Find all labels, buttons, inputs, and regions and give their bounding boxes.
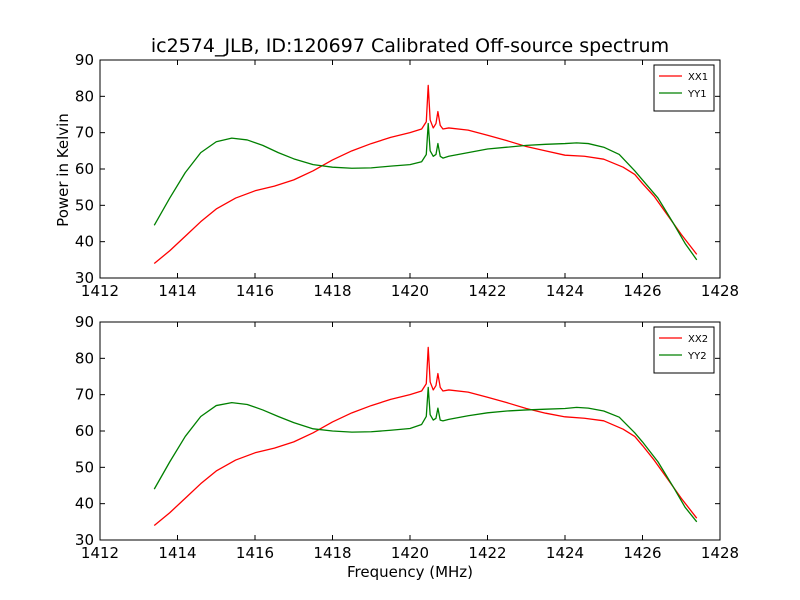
- x-tick-label: 1418: [313, 282, 351, 300]
- x-tick-label: 1412: [81, 282, 119, 300]
- legend-box: [653, 326, 715, 374]
- series-line-xx1: [153, 84, 698, 264]
- x-tick-label: 1424: [546, 544, 584, 562]
- x-tick-label: 1426: [623, 282, 661, 300]
- x-tick-label: 1416: [236, 282, 274, 300]
- y-axis-label: Power in Kelvin: [54, 113, 72, 227]
- series-line-xx2: [153, 346, 698, 526]
- legend-label-yy2: YY2: [687, 351, 707, 362]
- y-tick-label: 30: [75, 269, 94, 287]
- y-tick-label: 70: [75, 386, 94, 404]
- x-tick-label: 1418: [313, 544, 351, 562]
- y-tick-label: 90: [75, 51, 94, 69]
- x-tick-label: 1428: [701, 282, 739, 300]
- y-tick-label: 60: [75, 160, 94, 178]
- x-tick-label: 1416: [236, 544, 274, 562]
- figure-title: ic2574_JLB, ID:120697 Calibrated Off-sou…: [151, 35, 669, 57]
- y-tick-label: 40: [75, 495, 94, 513]
- legend-label-xx1: XX1: [688, 72, 708, 83]
- series-line-yy2: [153, 386, 698, 523]
- x-tick-label: 1426: [623, 544, 661, 562]
- y-tick-label: 30: [75, 531, 94, 549]
- axes-frame: [99, 59, 721, 279]
- x-tick-label: 1420: [391, 544, 429, 562]
- y-tick-label: 50: [75, 196, 94, 214]
- x-tick-label: 1420: [391, 282, 429, 300]
- y-tick-label: 50: [75, 458, 94, 476]
- top-panel: 1412 1414 1416 1418 1420 1422 1424 1426 1428 30 40…: [75, 51, 739, 300]
- y-tick-label: 80: [75, 87, 94, 105]
- x-tick-label: 1422: [468, 544, 506, 562]
- x-axis-label: Frequency (MHz): [347, 563, 473, 581]
- y-tick-label: 70: [75, 124, 94, 142]
- y-tick-label: 80: [75, 349, 94, 367]
- legend-label-xx2: XX2: [688, 334, 708, 345]
- x-tick-label: 1414: [158, 544, 196, 562]
- y-tick-label: 40: [75, 233, 94, 251]
- axes-frame: [99, 321, 721, 541]
- x-tick-label: 1414: [158, 282, 196, 300]
- y-tick-label: 90: [75, 313, 94, 331]
- x-tick-label: 1422: [468, 282, 506, 300]
- series-line-yy1: [153, 122, 698, 261]
- x-tick-label: 1428: [701, 544, 739, 562]
- bottom-panel: 1412 1414 1416 1418 1420 1422 1424 1426 1428 30 40…: [75, 313, 739, 562]
- x-tick-label: 1412: [81, 544, 119, 562]
- legend-label-yy1: YY1: [687, 89, 707, 100]
- y-tick-label: 60: [75, 422, 94, 440]
- legend-box: [653, 64, 715, 112]
- x-tick-label: 1424: [546, 282, 584, 300]
